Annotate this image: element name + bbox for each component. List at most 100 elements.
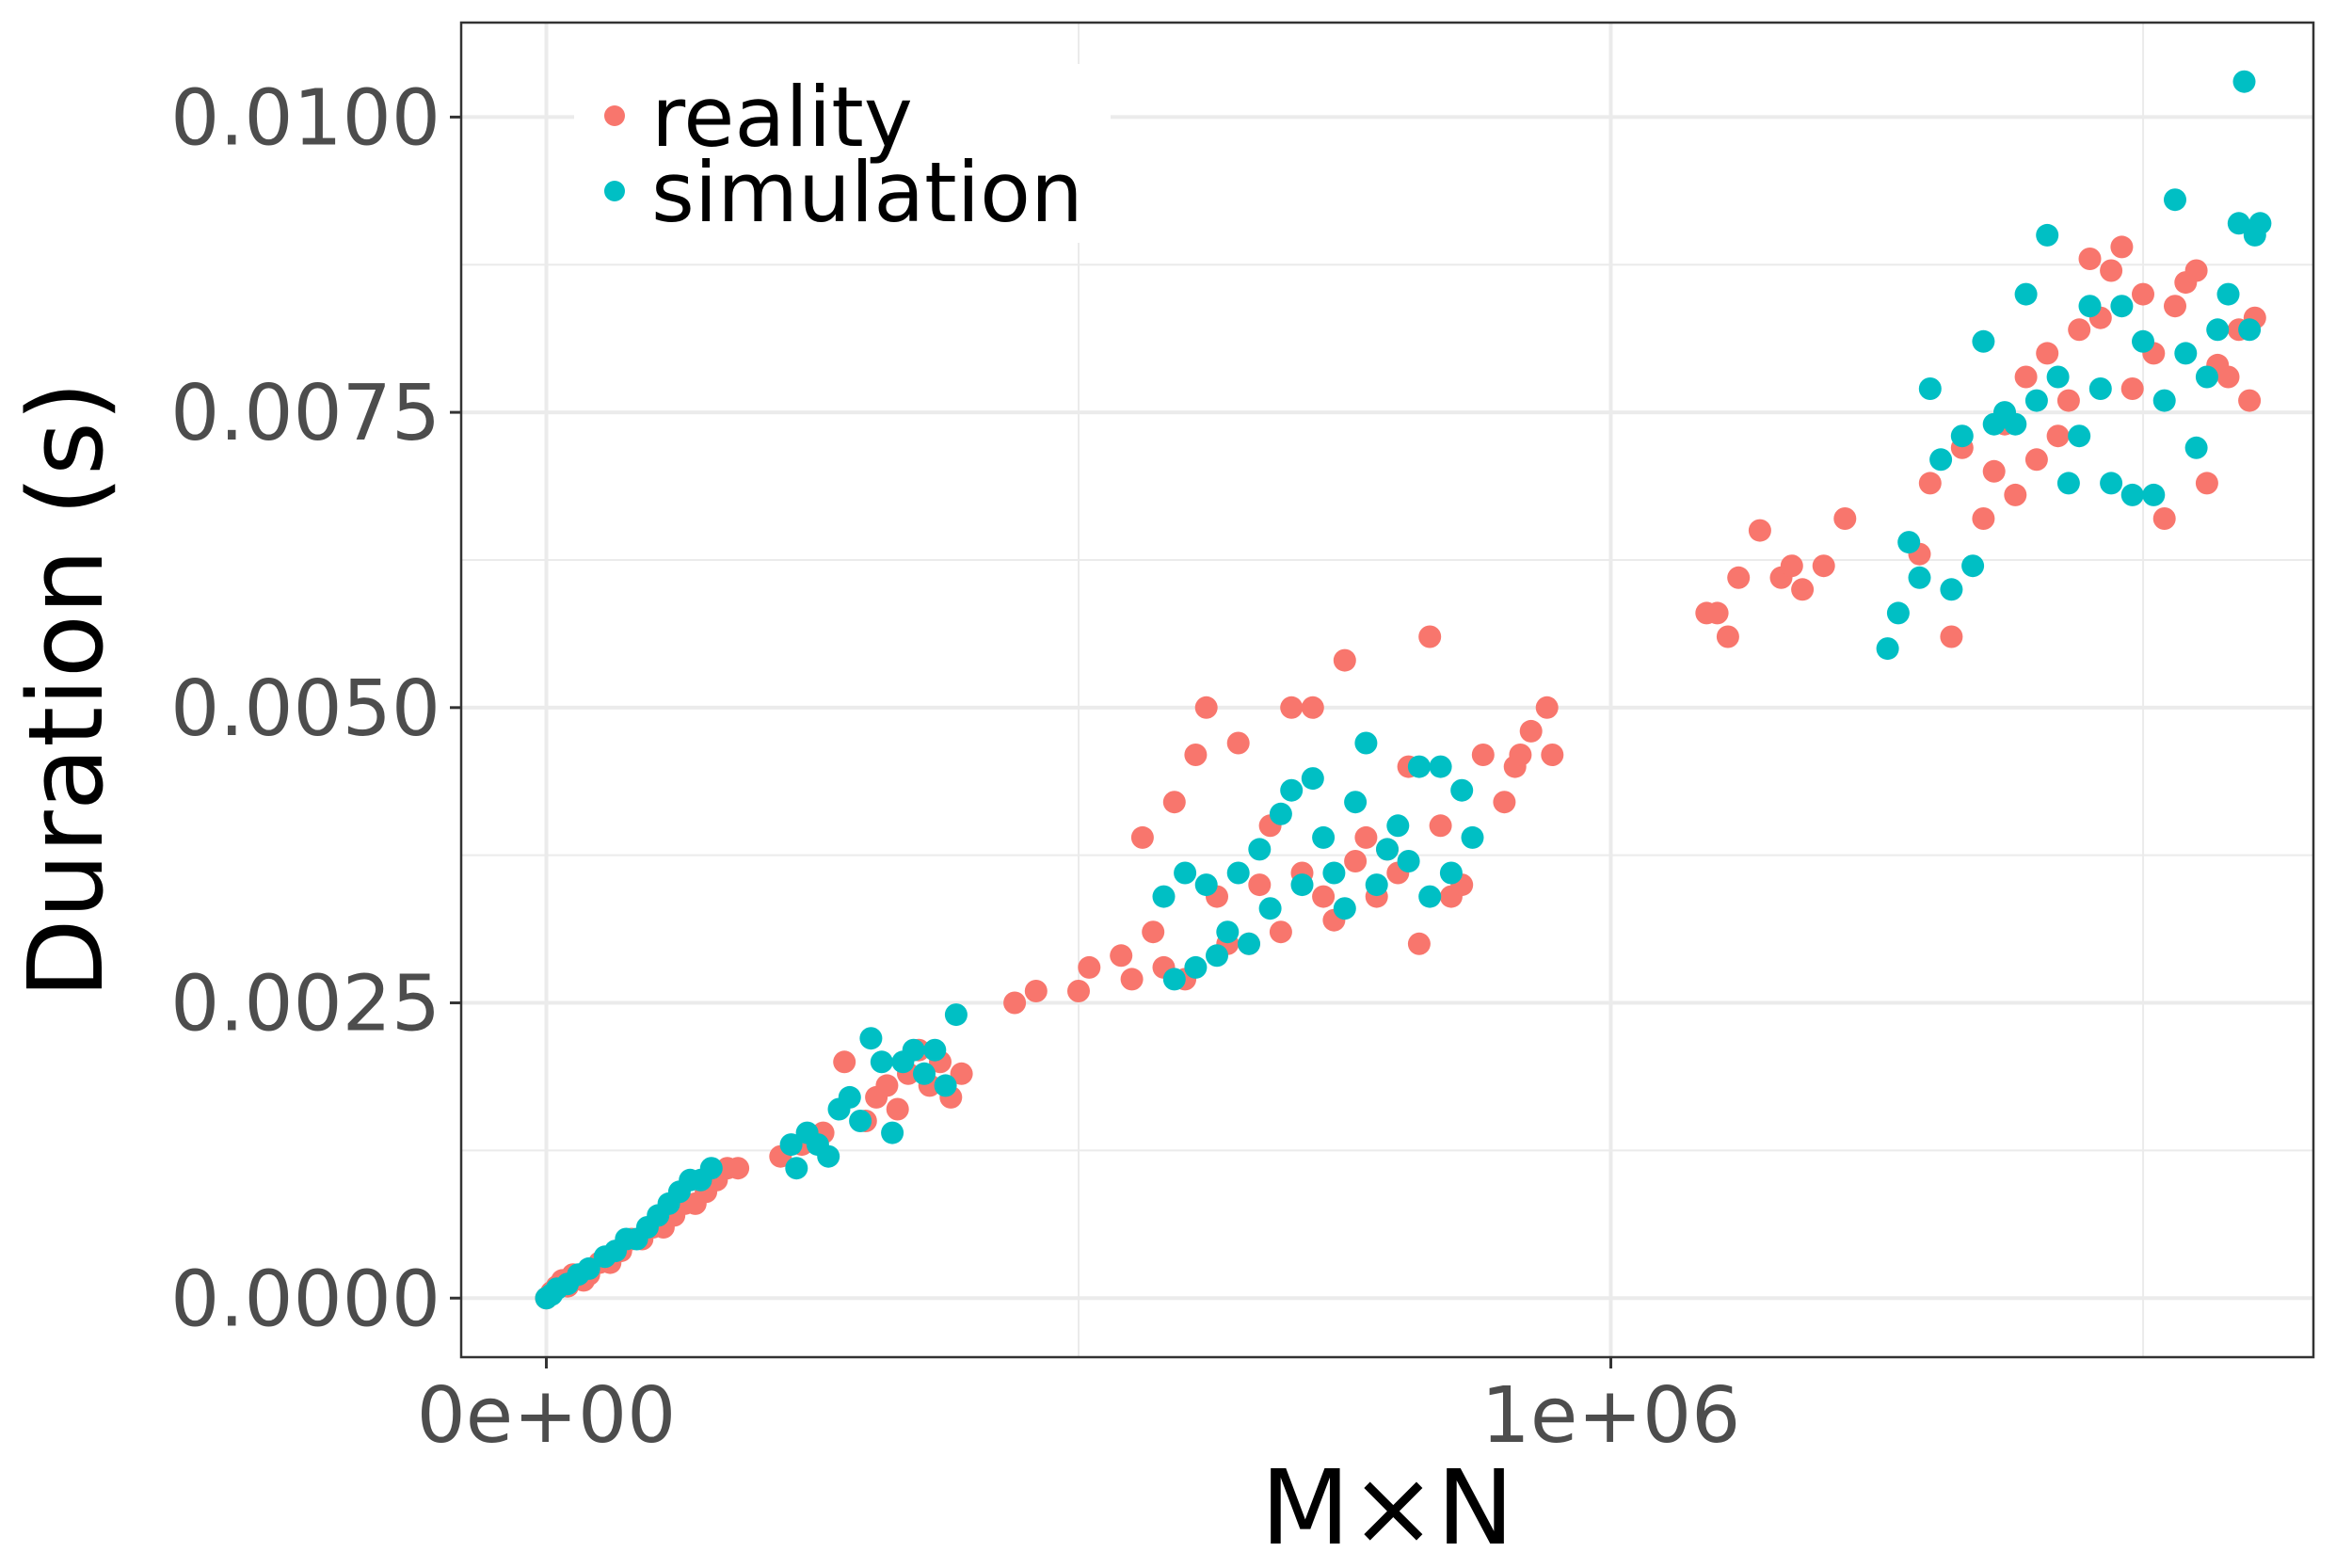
- legend-background: [574, 64, 1111, 243]
- simulation-point-78: [2024, 389, 2048, 412]
- reality-point-115: [2195, 472, 2218, 495]
- simulation-point-34: [1152, 885, 1176, 908]
- simulation-point-52: [1344, 791, 1368, 814]
- simulation-point-48: [1301, 767, 1324, 791]
- simulation-point-23: [838, 1085, 861, 1109]
- y-tick-label-3: 0.0075: [170, 369, 440, 458]
- y-tick-label-0: 0.0000: [170, 1255, 440, 1344]
- reality-point-25: [833, 1050, 856, 1074]
- simulation-point-55: [1376, 838, 1399, 861]
- simulation-point-83: [2078, 295, 2102, 318]
- reality-point-43: [1142, 920, 1165, 944]
- simulation-point-33: [944, 1003, 968, 1027]
- y-axis-title: Duration (s): [6, 381, 126, 999]
- simulation-point-18: [785, 1157, 808, 1180]
- legend-key-simulation: [604, 181, 625, 201]
- reality-point-36: [1003, 991, 1027, 1015]
- simulation-point-94: [2195, 365, 2218, 389]
- reality-point-73: [1471, 744, 1495, 766]
- reality-point-40: [1110, 944, 1133, 968]
- simulation-point-91: [2164, 188, 2186, 212]
- simulation-point-42: [1238, 932, 1260, 955]
- y-tick-label-1: 0.0025: [170, 960, 440, 1049]
- reality-point-41: [1120, 968, 1144, 991]
- simulation-point-80: [2046, 365, 2070, 389]
- simulation-point-38: [1194, 873, 1218, 897]
- reality-point-104: [2078, 248, 2102, 270]
- x-tick-label-1: 1e+06: [1481, 1371, 1741, 1461]
- simulation-point-35: [1162, 968, 1186, 991]
- simulation-point-88: [2132, 329, 2154, 353]
- reality-point-107: [2110, 235, 2134, 259]
- simulation-point-25: [859, 1027, 883, 1050]
- simulation-point-56: [1386, 814, 1410, 838]
- simulation-point-71: [1950, 424, 1974, 448]
- simulation-point-57: [1397, 850, 1420, 872]
- reality-point-87: [1791, 578, 1815, 601]
- simulation-point-26: [870, 1050, 893, 1074]
- x-axis-title: M×N: [1260, 1448, 1513, 1568]
- reality-point-55: [1269, 920, 1292, 944]
- simulation-point-31: [923, 1038, 947, 1062]
- simulation-point-53: [1354, 731, 1378, 755]
- simulation-point-63: [1461, 825, 1484, 849]
- simulation-point-101: [2248, 212, 2272, 235]
- reality-point-86: [1780, 554, 1803, 578]
- simulation-point-66: [1897, 531, 1921, 554]
- reality-point-68: [1407, 932, 1431, 955]
- reality-point-84: [1748, 519, 1771, 542]
- reality-point-98: [2014, 365, 2038, 389]
- simulation-point-69: [1929, 448, 1953, 472]
- reality-point-101: [2046, 424, 2070, 448]
- simulation-point-39: [1206, 944, 1228, 968]
- reality-point-42: [1130, 825, 1154, 849]
- reality-point-111: [2152, 507, 2176, 530]
- simulation-point-43: [1248, 838, 1272, 861]
- simulation-point-21: [817, 1144, 840, 1168]
- simulation-point-87: [2120, 483, 2144, 506]
- reality-point-119: [2238, 389, 2262, 412]
- reality-point-82: [1716, 625, 1739, 648]
- reality-point-61: [1333, 648, 1356, 672]
- simulation-point-86: [2110, 295, 2134, 318]
- reality-point-109: [2132, 282, 2154, 306]
- simulation-point-79: [2036, 223, 2059, 247]
- simulation-point-40: [1216, 920, 1240, 944]
- reality-point-94: [1972, 507, 1995, 530]
- simulation-point-76: [2004, 412, 2027, 436]
- reality-point-38: [1067, 980, 1090, 1002]
- simulation-point-27: [881, 1121, 904, 1144]
- simulation-point-59: [1418, 885, 1442, 908]
- reality-point-103: [2068, 318, 2091, 342]
- reality-point-21: [727, 1157, 750, 1180]
- simulation-point-85: [2100, 472, 2123, 495]
- reality-point-28: [875, 1074, 899, 1097]
- simulation-point-49: [1312, 825, 1336, 849]
- simulation-point-82: [2068, 424, 2091, 448]
- y-tick-label-2: 0.0050: [170, 664, 440, 754]
- x-tick-label-0: 0e+00: [417, 1371, 677, 1461]
- y-axis-ticks: 0.0000 0.0025 0.0050 0.0075 0.0100: [170, 73, 461, 1344]
- simulation-point-97: [2227, 212, 2250, 235]
- plot-panel-border: [459, 21, 2315, 1359]
- legend-label-simulation: simulation: [651, 144, 1083, 241]
- simulation-point-54: [1365, 873, 1388, 897]
- reality-point-59: [1312, 885, 1336, 908]
- reality-point-56: [1280, 696, 1304, 719]
- reality-point-69: [1418, 625, 1442, 648]
- reality-point-117: [2216, 365, 2240, 389]
- simulation-point-58: [1407, 755, 1431, 778]
- reality-point-79: [1541, 744, 1564, 766]
- reality-point-81: [1705, 601, 1729, 625]
- simulation-point-61: [1439, 861, 1463, 885]
- reality-point-35: [950, 1062, 973, 1085]
- simulation-point-50: [1322, 861, 1346, 885]
- legend: reality simulation: [574, 64, 1111, 243]
- simulation-point-99: [2238, 318, 2262, 342]
- reality-point-47: [1184, 744, 1208, 766]
- simulation-point-64: [1876, 637, 1899, 661]
- simulation-point-17: [779, 1133, 803, 1157]
- reality-point-91: [1918, 472, 1942, 495]
- reality-point-62: [1344, 850, 1368, 872]
